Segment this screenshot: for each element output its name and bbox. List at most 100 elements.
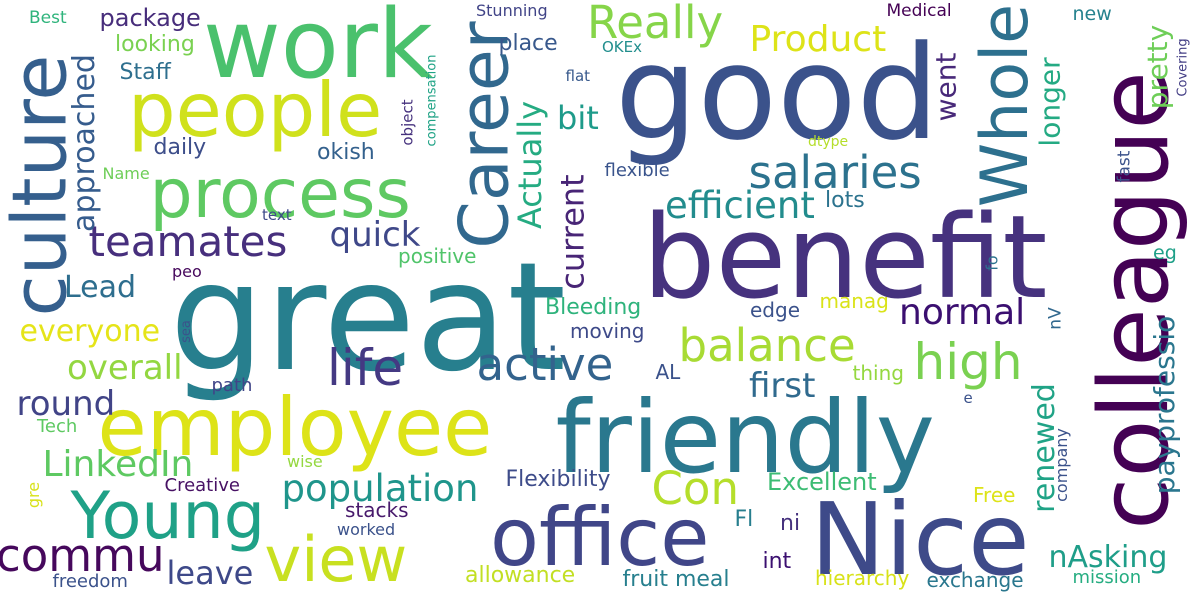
word-dtype: dtype	[808, 134, 849, 150]
word-fast: fast	[1114, 150, 1135, 182]
word-name: Name	[102, 164, 150, 183]
word-approached: approached	[66, 54, 102, 232]
word-career: Career	[445, 21, 525, 249]
word-longer: longer	[1033, 57, 1067, 147]
word-bleeding: Bleeding	[545, 295, 642, 320]
word-whole: Whole	[967, 3, 1043, 207]
word-object: object	[398, 98, 417, 146]
word-people: people	[128, 65, 383, 154]
word-view: view	[264, 523, 408, 596]
word-fl: Fl	[734, 507, 754, 532]
word-bit: bit	[557, 99, 599, 137]
word-friendly: friendly	[555, 379, 935, 496]
word-active: active	[476, 337, 614, 391]
word-manag: manag	[819, 289, 889, 313]
word-pretty: pretty	[1141, 24, 1175, 110]
word-life: life	[327, 339, 404, 397]
word-gre: gre	[24, 481, 44, 509]
word-okish: okish	[317, 140, 375, 165]
word-package: package	[99, 4, 201, 32]
word-peo: peo	[172, 262, 202, 281]
word-nasking: nAsking	[1048, 540, 1168, 575]
word-round: round	[16, 384, 116, 424]
word-exchange: exchange	[926, 568, 1024, 592]
word-first: first	[749, 366, 816, 406]
word-flexibility: Flexibility	[505, 467, 611, 492]
word-path: path	[211, 375, 253, 396]
word-benefit: benefit	[642, 190, 1048, 325]
word-stunning: Stunning	[476, 1, 548, 20]
word-wise: wise	[287, 452, 323, 471]
word-efficient: efficient	[665, 183, 815, 227]
word-int: int	[762, 549, 792, 574]
word-compensation: compensation	[424, 54, 440, 146]
word-normal: normal	[899, 292, 1026, 333]
word-commu: commu	[0, 528, 165, 582]
word-excellent: Excellent	[767, 468, 877, 496]
word-okex: OKEx	[602, 37, 642, 56]
word-salaries: salaries	[748, 145, 922, 199]
word-con: Con	[651, 461, 739, 515]
word-employee: employee	[97, 381, 493, 474]
word-free: Free	[973, 483, 1016, 507]
word-nv: nV	[1045, 306, 1066, 330]
word-flexible: flexible	[604, 160, 670, 181]
word-quick: quick	[329, 215, 421, 255]
word-current: current	[553, 174, 592, 290]
word-al: AL	[655, 360, 681, 384]
word-flat: flat	[565, 66, 591, 85]
word-went: went	[928, 52, 962, 122]
word-balance: balance	[678, 318, 856, 372]
word-best: Best	[29, 7, 67, 28]
word-mission: mission	[1072, 567, 1142, 588]
word-really: Really	[587, 0, 724, 49]
word-eg: eg	[1153, 241, 1177, 264]
word-fo: fo	[982, 255, 1002, 271]
word-lead: Lead	[64, 270, 137, 305]
word-product: Product	[749, 19, 887, 60]
word-colleague: colleague	[1079, 70, 1190, 530]
word-young: Young	[70, 478, 266, 554]
word-tech: Tech	[37, 416, 78, 437]
word-leave: leave	[166, 554, 254, 592]
word-looking: looking	[115, 32, 195, 57]
word-creative: Creative	[164, 475, 240, 496]
word-renewed: renewed	[1026, 383, 1062, 513]
word-place: place	[498, 31, 558, 56]
word-positive: positive	[398, 244, 477, 268]
word-medical: Medical	[886, 0, 952, 21]
word-actually: Actually	[511, 100, 550, 230]
word-e: e	[963, 388, 973, 407]
word-sea: sea	[178, 319, 194, 343]
word-thing: thing	[852, 361, 904, 385]
word-lots: lots	[825, 188, 865, 213]
word-office: office	[490, 491, 710, 584]
word-hierarchy: hierarchy	[815, 566, 910, 590]
word-text: text	[262, 205, 292, 224]
word-good: good	[615, 17, 940, 169]
word-teamates: teamates	[88, 217, 288, 266]
word-stacks: stacks	[345, 498, 409, 522]
word-linkedin: LinkedIn	[42, 444, 194, 485]
word-work: work	[203, 0, 433, 100]
word-overall: overall	[67, 348, 183, 388]
word-culture: culture	[0, 54, 84, 316]
word-freedom: freedom	[52, 571, 128, 592]
word-payprofessio: payprofessio	[1148, 315, 1182, 495]
word-great: great	[169, 231, 567, 405]
word-daily: daily	[153, 135, 207, 160]
word-moving: moving	[570, 319, 645, 343]
word-fruit-meal: fruit meal	[622, 567, 730, 592]
word-process: process	[149, 155, 411, 234]
word-nice: Nice	[810, 481, 1030, 598]
word-edge: edge	[750, 298, 800, 322]
word-population: population	[281, 466, 479, 510]
word-covering: Covering	[1175, 37, 1191, 97]
word-high: high	[913, 333, 1023, 391]
word-allowance: allowance	[465, 563, 576, 588]
word-everyone: everyone	[19, 314, 161, 349]
word-staff: Staff	[119, 60, 171, 85]
word-new: new	[1072, 2, 1112, 25]
word-ni: ni	[780, 511, 801, 536]
